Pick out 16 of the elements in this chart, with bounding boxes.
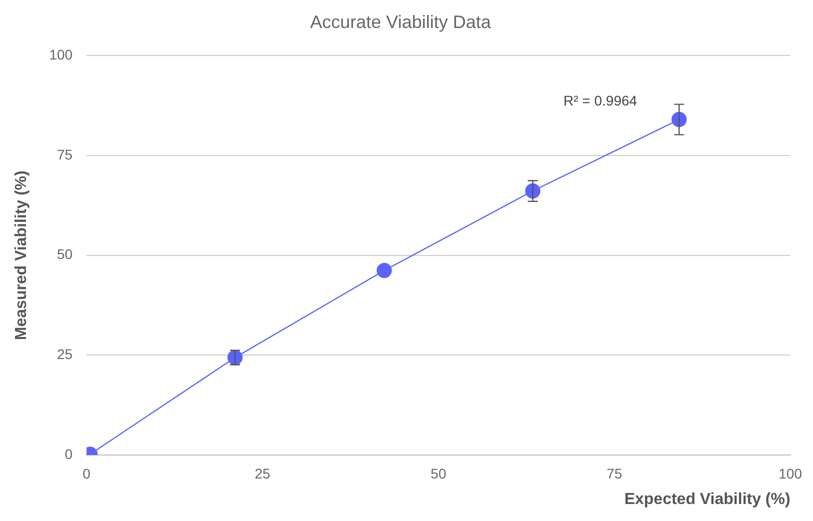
x-tick-label: 75 [606, 465, 622, 482]
y-axis-title: Measured Viability (%) [13, 170, 30, 340]
x-tick-label: 100 [778, 465, 802, 482]
point [376, 262, 392, 278]
x-tick-label: 0 [82, 465, 91, 482]
annotation: R² = 0.9964 [564, 92, 638, 109]
chart-title: Accurate Viability Data [310, 12, 492, 32]
y-tick-label: 0 [64, 446, 73, 462]
y-tick-label: 100 [49, 46, 73, 62]
x-tick-label: 50 [430, 465, 446, 482]
point [672, 112, 687, 128]
y-tick-label: 50 [56, 246, 73, 262]
y-tick-label: 25 [56, 346, 73, 362]
x-tick-label: 25 [254, 465, 270, 482]
x-axis-title: Expected Viability (%) [624, 490, 790, 508]
y-tick-label: 75 [56, 146, 73, 162]
